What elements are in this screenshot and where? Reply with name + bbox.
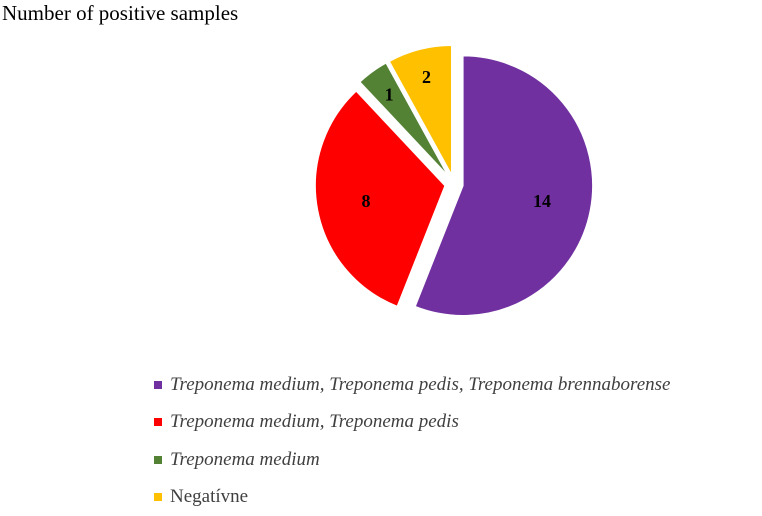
legend-item-0: Treponema medium, Treponema pedis, Trepo… — [154, 366, 670, 404]
legend-swatch-2 — [154, 456, 162, 464]
slice-value-label-3: 2 — [422, 67, 431, 87]
pie-chart: 14 8 1 2 — [0, 0, 762, 360]
legend-swatch-3 — [154, 493, 162, 501]
slice-value-label-2: 1 — [385, 85, 394, 105]
legend-label-3: Negatívne — [170, 486, 248, 508]
slice-value-label-1: 8 — [361, 191, 370, 211]
legend-label-1: Treponema medium, Treponema pedis — [170, 411, 459, 433]
legend-label-2: Treponema medium — [170, 449, 320, 471]
slice-value-label-0: 14 — [533, 191, 551, 211]
legend-item-2: Treponema medium — [154, 441, 670, 479]
legend-item-3: Negatívne — [154, 479, 670, 516]
chart-legend: Treponema medium, Treponema pedis, Trepo… — [154, 366, 670, 516]
legend-label-0: Treponema medium, Treponema pedis, Trepo… — [170, 374, 670, 396]
legend-item-1: Treponema medium, Treponema pedis — [154, 404, 670, 442]
legend-swatch-1 — [154, 418, 162, 426]
legend-swatch-0 — [154, 381, 162, 389]
